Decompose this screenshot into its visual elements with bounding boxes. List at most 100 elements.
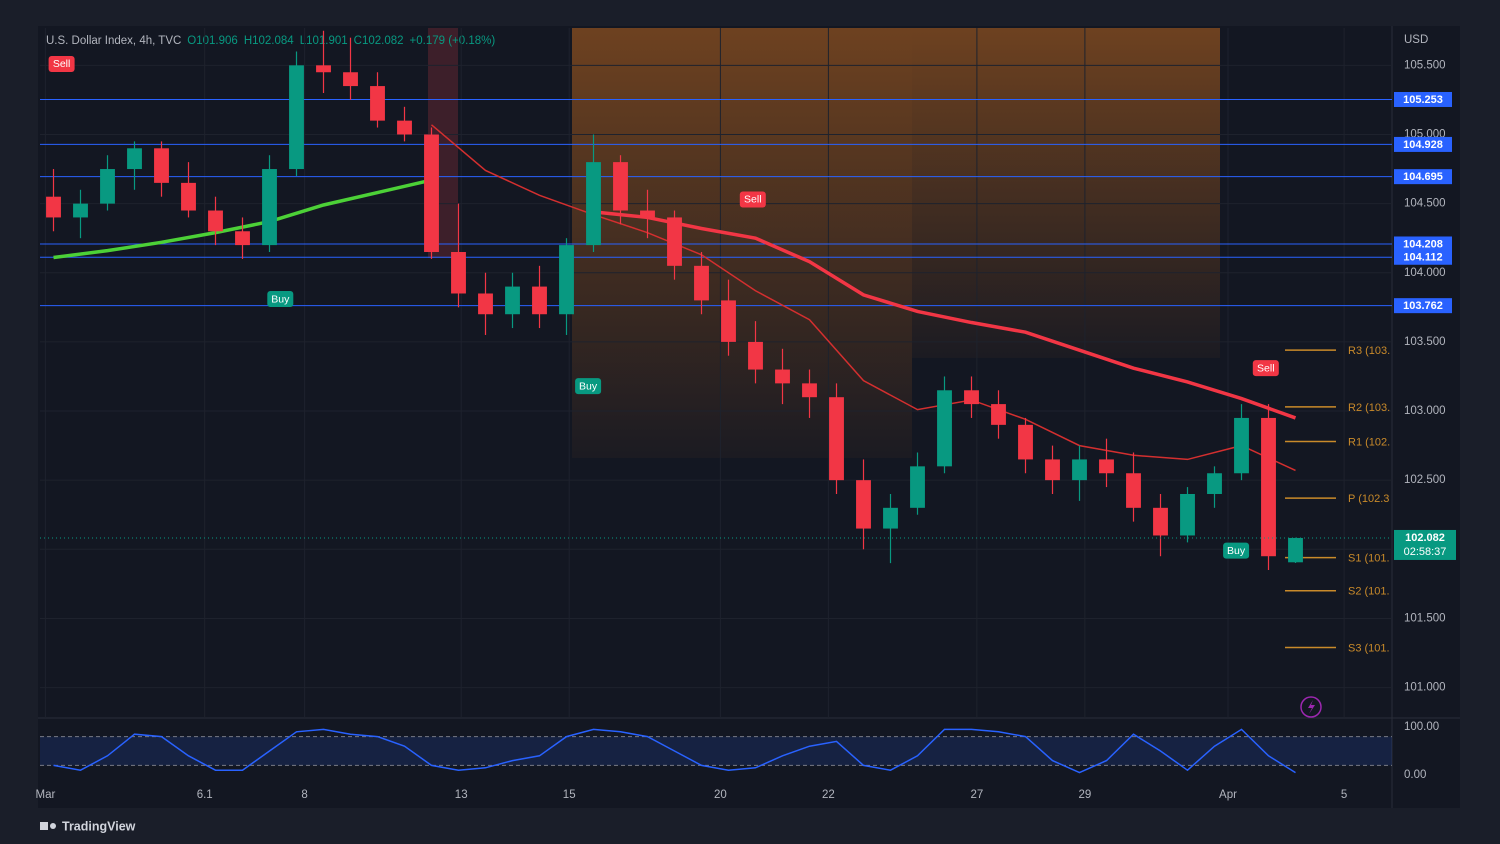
level-label-bg [1394,136,1452,152]
signal-label: Buy [1227,545,1246,557]
candle-body [856,480,871,529]
signal-badge [48,55,75,72]
pivot-label: S2 (101. [1348,586,1390,598]
candle-body [424,134,439,253]
x-tick-label: 27 [971,789,984,801]
signal-badge [739,191,766,208]
candle-body [1261,417,1276,557]
level-label: 104.112 [1403,252,1442,264]
signal-label: Buy [579,380,598,392]
candle-body [1126,473,1141,508]
candle-body [910,466,925,508]
level-label: 104.928 [1403,139,1443,151]
candle-body [73,203,88,218]
candle-body [613,162,628,211]
signal-label: Sell [53,58,71,70]
x-tick-label: 8 [301,789,307,801]
x-tick-label: Mar [35,789,55,801]
header-value: +0.179 (+0.18%) [410,35,496,47]
candle-body [154,148,169,183]
candle-body [1045,459,1060,481]
pivot-label: R3 (103. [1348,345,1390,357]
level-label-bg [1394,91,1452,107]
pivot-label: R2 (103. [1348,402,1390,414]
pivot-label: S1 (101. [1348,553,1390,565]
candle-body [532,286,547,315]
candle-body [667,217,682,266]
header-value: O101.906 [187,35,238,47]
oscillator-tick-label: 100.00 [1404,721,1439,733]
chart-header: U.S. Dollar Index, 4h, TVC O101.906 H102.0… [46,35,495,47]
signal: Sell [48,55,75,72]
candle-body [883,507,898,529]
countdown-label: 02:58:37 [1404,546,1447,558]
candle-body [640,210,655,218]
candle-body [829,397,844,481]
candle-body [1072,459,1087,481]
signal-label: Buy [271,293,290,305]
candle-body [802,383,817,398]
last-price-label: 102.082 [1405,532,1445,544]
x-tick-label: 13 [455,789,468,801]
candle-body [1099,459,1114,474]
signal-badge [267,291,294,308]
pivot-label: S3 (101. [1348,642,1390,654]
y-tick-label: 104.000 [1404,267,1446,279]
y-tick-label: 104.500 [1404,198,1446,210]
candle-body [316,65,331,73]
x-tick-label: 6.1 [197,789,213,801]
candle-body [937,390,952,467]
x-tick-label: 5 [1341,789,1347,801]
x-tick-label: Apr [1219,789,1237,801]
moving-average [593,210,1297,420]
candle-body [748,341,763,370]
x-tick-label: 22 [822,789,835,801]
candle-body [289,65,304,170]
signal: Sell [739,191,766,208]
candle-body [694,265,709,301]
signal: Buy [575,378,602,395]
alert-icon-bolt [1308,700,1315,714]
candle-body [208,210,223,232]
candle-body [775,369,790,384]
candle-body [1180,493,1195,536]
y-tick-label: 101.500 [1404,612,1446,624]
candle-body [397,120,412,135]
candle-body [1018,424,1033,460]
level-label: 103.762 [1403,300,1443,312]
level-label-bg [1394,249,1452,265]
candle-body [46,196,61,218]
header-value: H102.084 [244,35,294,47]
logo [50,823,56,829]
footer-brand: TradingView [62,819,136,833]
level-label-bg [1394,236,1452,252]
last-price-bg [1394,529,1456,560]
candle-body [127,148,142,170]
moving-average [431,124,1296,472]
header-title: U.S. Dollar Index, 4h, TVC [46,35,181,47]
alert-icon[interactable] [1300,696,1322,718]
signal: Sell [1252,360,1279,377]
signal: Buy [1223,542,1250,559]
candle-body [991,404,1006,425]
candle-body [559,245,574,315]
signal-label: Sell [1257,362,1275,374]
pivot-label: P (102.3 [1348,493,1389,505]
level-label-bg [1394,298,1452,314]
oscillator-band [40,736,1392,766]
signal-label: Sell [744,194,762,206]
candle-body [1207,473,1222,494]
level-label: 104.208 [1403,238,1443,250]
x-tick-label: 20 [714,789,727,801]
oscillator-tick-label: 0.00 [1404,769,1426,781]
zone-shade [912,28,1220,358]
candle-body [1234,417,1249,474]
zone-shade [572,28,912,458]
header-value: C102.082 [354,35,404,47]
y-tick-label: 103.500 [1404,336,1446,348]
candle-body [1288,537,1303,563]
x-tick-label: 29 [1079,789,1092,801]
currency-label: USD [1404,34,1428,46]
signal: Buy [267,291,294,308]
y-tick-label: 102.500 [1404,474,1446,486]
